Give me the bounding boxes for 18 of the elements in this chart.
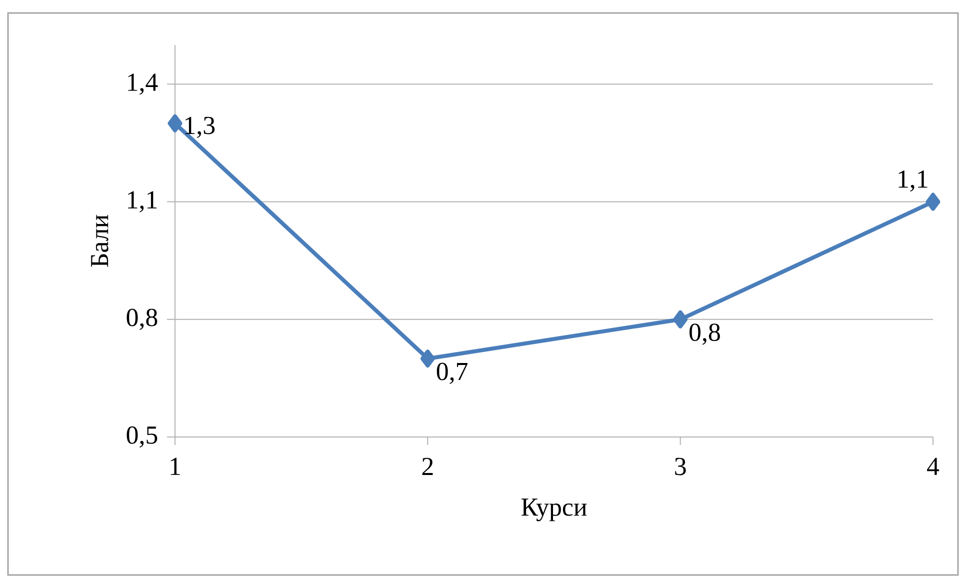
- data-label: 1,1: [898, 170, 928, 192]
- point: [168, 114, 182, 132]
- point: [420, 350, 435, 368]
- y-tick-label: 0,8: [126, 308, 158, 330]
- data-label: 1,3: [185, 116, 215, 138]
- y-tick-label: 0,5: [126, 426, 158, 448]
- x-tick-label: 2: [422, 458, 433, 475]
- data-label: 0,7: [436, 362, 468, 384]
- x-tick-label: 1: [170, 458, 180, 475]
- y-axis-title: Бали: [91, 214, 108, 267]
- point: [926, 192, 940, 211]
- y-tick-label: 1,4: [128, 74, 158, 95]
- x-axis-title: Курси: [521, 498, 587, 522]
- x-tick-label: 3: [675, 458, 686, 476]
- point: [673, 310, 688, 328]
- y-tick-label: 1,1: [128, 191, 157, 212]
- x-tick-label: 4: [927, 458, 940, 475]
- data-label: 0,8: [690, 324, 720, 345]
